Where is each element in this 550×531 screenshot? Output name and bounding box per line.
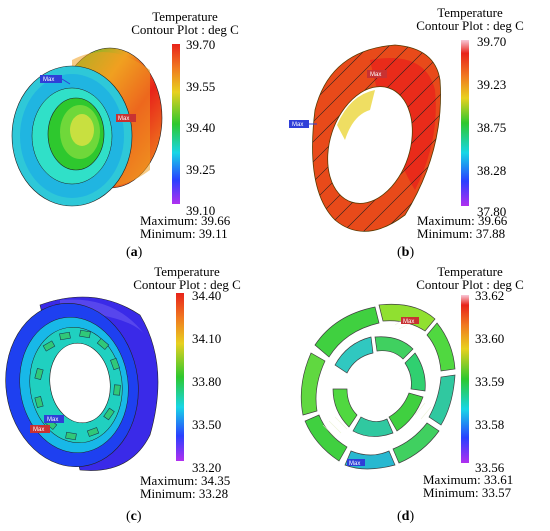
panel-a: Max Max Temperature Contour Plot : deg C… [0, 0, 275, 265]
tick-a-5: 39.10 [186, 203, 216, 218]
max-marker-2-label: Max [33, 427, 44, 433]
minimum-a: Minimum: 39.11 [140, 226, 228, 241]
model-b-shell-cylinder: Max Max [289, 44, 441, 232]
tick-c-2: 34.10 [192, 331, 222, 346]
tick-a-3: 39.40 [186, 120, 216, 135]
panel-label-b: (b) [397, 245, 415, 260]
maximum-c: Maximum: 34.35 [140, 473, 231, 488]
header-b: Temperature Contour Plot : deg C [405, 6, 535, 32]
tick-b-1: 39.70 [477, 34, 507, 49]
tick-c-5: 33.20 [192, 460, 222, 475]
panel-label-d: (d) [397, 509, 415, 524]
header-c-line2: Contour Plot : deg C [133, 277, 241, 292]
panel-c: Max Max Temperature Contour Plot : deg C… [0, 265, 275, 530]
model-c-stator-housing: Max Max [5, 296, 159, 471]
maximum-d: Maximum: 33.61 [423, 472, 514, 487]
tick-b-5: 37.80 [477, 204, 507, 219]
max-marker-2-label: Max [118, 116, 129, 122]
maximum-b: Maximum: 39.66 [417, 213, 508, 228]
max-marker-2 [289, 120, 309, 128]
tick-d-5: 33.56 [475, 460, 505, 475]
header-b-line1: Temperature [437, 5, 503, 20]
max-marker-1-label: Max [403, 319, 414, 325]
header-a-line1: Temperature [152, 9, 218, 24]
panel-label-a: (a) [126, 245, 143, 260]
model-a-motor-cylinder: Max Max [11, 47, 163, 207]
header-d-line1: Temperature [437, 264, 503, 279]
max-marker-1 [40, 75, 62, 83]
color-scale-c [176, 293, 184, 461]
max-marker-1 [401, 317, 419, 324]
header-d: Temperature Contour Plot : deg C [405, 265, 535, 291]
tick-a-2: 39.55 [186, 79, 216, 94]
panel-b: Max Max Temperature Contour Plot : deg C… [275, 0, 550, 265]
max-marker-2 [30, 425, 50, 433]
tick-b-2: 39.23 [477, 77, 507, 92]
tick-b-3: 38.75 [477, 120, 507, 135]
tick-a-1: 39.70 [186, 37, 216, 52]
color-scale-a [172, 44, 180, 204]
header-a-line2: Contour Plot : deg C [131, 22, 239, 37]
max-marker-1-label: Max [47, 417, 58, 423]
maximum-a: Maximum: 39.66 [140, 213, 231, 228]
header-a: Temperature Contour Plot : deg C [120, 10, 250, 36]
tick-a-4: 39.25 [186, 162, 216, 177]
minimum-d: Minimum: 33.57 [423, 485, 512, 500]
tick-c-4: 33.50 [192, 417, 222, 432]
tick-d-3: 33.59 [475, 374, 505, 389]
max-marker-2 [347, 459, 365, 466]
max-marker-1 [44, 415, 64, 423]
tick-d-1: 33.62 [475, 288, 505, 303]
color-scale-b [461, 40, 469, 206]
header-c: Temperature Contour Plot : deg C [122, 265, 252, 291]
max-marker-2-label: Max [292, 122, 303, 128]
header-b-line2: Contour Plot : deg C [416, 18, 524, 33]
max-marker-1-label: Max [370, 72, 381, 78]
header-c-line1: Temperature [154, 264, 220, 279]
tick-c-3: 33.80 [192, 374, 222, 389]
tick-d-4: 33.58 [475, 417, 505, 432]
panel-label-c: (c) [126, 509, 142, 524]
tick-b-4: 38.28 [477, 163, 507, 178]
model-d-magnet-segments: Max Max [300, 303, 456, 470]
tick-d-2: 33.60 [475, 331, 505, 346]
max-marker-2 [116, 114, 136, 122]
max-marker-1 [367, 70, 387, 78]
minimum-c: Minimum: 33.28 [140, 486, 229, 501]
max-marker-1-label: Max [43, 77, 54, 83]
color-scale-d [461, 295, 469, 463]
tick-c-1: 34.40 [192, 288, 222, 303]
panel-d: Max Max Temperature Contour Plot : deg C… [275, 265, 550, 530]
minimum-b: Minimum: 37.88 [417, 226, 506, 241]
header-d-line2: Contour Plot : deg C [416, 277, 524, 292]
max-marker-2-label: Max [349, 461, 360, 467]
